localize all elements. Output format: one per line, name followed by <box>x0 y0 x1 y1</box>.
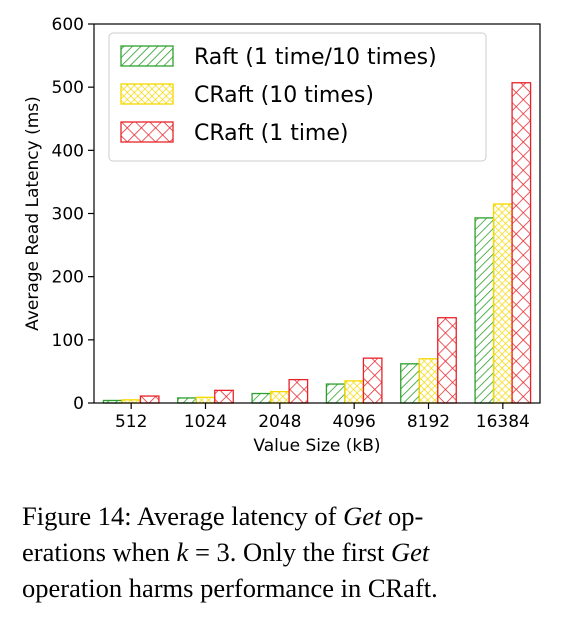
y-tick-label: 0 <box>73 394 84 414</box>
figure-caption: Figure 14: Average latency of Get op- er… <box>22 498 567 606</box>
bar-3-8192 <box>437 317 457 404</box>
x-tick-label: 4096 <box>333 412 376 432</box>
bar-1-4096 <box>325 383 346 404</box>
bar-2-4096 <box>344 380 365 404</box>
x-tick-label: 8192 <box>407 412 450 432</box>
bar-1-2048 <box>251 392 272 404</box>
bar-2-2048 <box>269 390 290 404</box>
y-tick-label: 200 <box>52 268 84 288</box>
bar-3-512 <box>139 395 160 404</box>
axes-group: 0 100 200 300 400 500 600 512 1024 2048 4096 8192 16… <box>23 15 541 456</box>
bar-3-2048 <box>288 378 309 404</box>
bar-3-16384 <box>511 82 532 404</box>
caption-line-2: erations when k = 3. Only the first Get <box>22 537 430 567</box>
y-tick-label: 600 <box>52 15 84 35</box>
y-tick-label: 100 <box>52 331 84 351</box>
legend-swatch-1 <box>120 45 174 67</box>
x-tick-label: 1024 <box>184 412 227 432</box>
bar-3-1024 <box>214 389 234 404</box>
y-tick-label: 400 <box>52 141 84 161</box>
legend-swatch-2 <box>120 83 174 105</box>
x-tick-label: 512 <box>115 412 147 432</box>
bar-2-1024 <box>195 396 216 404</box>
bar-3-4096 <box>362 357 383 404</box>
y-tick-label: 500 <box>52 78 84 98</box>
x-axis-label: Value Size (kB) <box>253 436 380 456</box>
legend-label-2: CRaft (10 times) <box>194 83 374 108</box>
caption-line-1: Figure 14: Average latency of Get op- <box>22 501 424 531</box>
caption-line-3: operation harms performance in CRaft. <box>22 573 438 603</box>
legend-label-1: Raft (1 time/10 times) <box>194 45 437 70</box>
bar-1-1024 <box>177 397 197 404</box>
bar-1-16384 <box>474 217 495 404</box>
bar-2-8192 <box>418 358 439 404</box>
bar-1-8192 <box>400 363 420 404</box>
x-tick-label: 2048 <box>258 412 301 432</box>
y-axis-label: Average Read Latency (ms) <box>23 96 43 331</box>
bar-chart: 0 100 200 300 400 500 600 512 1024 2048 4096 8192 16… <box>23 15 541 456</box>
y-tick-label: 300 <box>52 205 84 225</box>
legend: Raft (1 time/10 times) CRaft (10 times) CR… <box>108 32 487 162</box>
legend-label-3: CRaft (1 time) <box>194 121 348 146</box>
x-tick-label: 16384 <box>476 412 530 432</box>
legend-swatch-3 <box>120 121 174 143</box>
legend-box <box>108 32 487 162</box>
bar-2-16384 <box>492 203 513 404</box>
